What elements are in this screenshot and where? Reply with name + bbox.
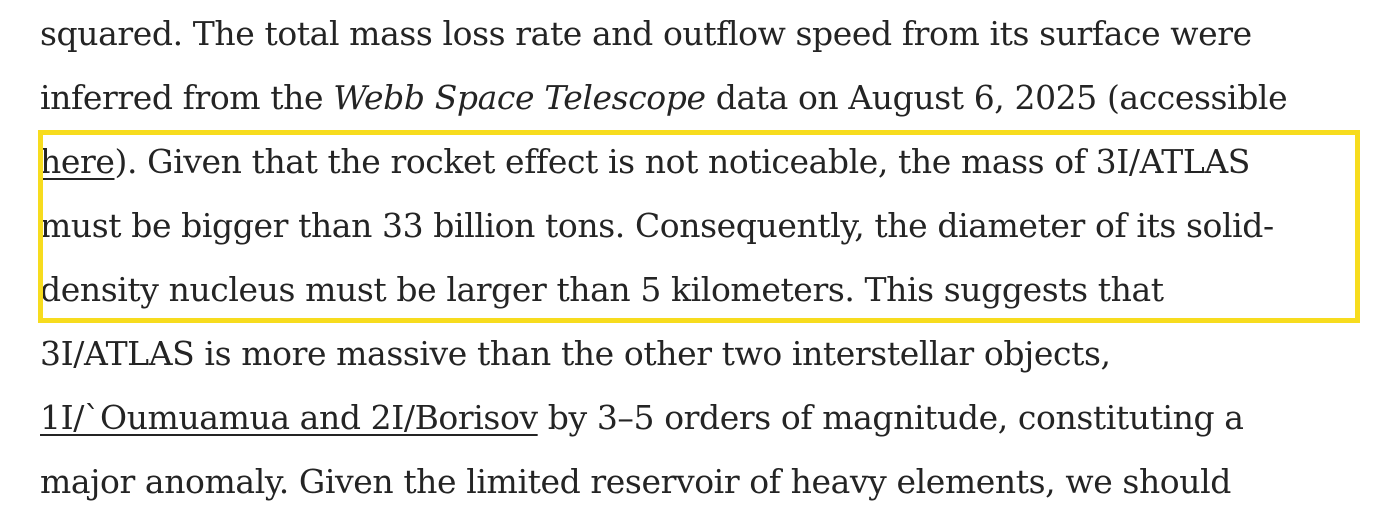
text-span: data on August 6, 2025 (accessible: [705, 78, 1288, 117]
text-line: 3I/ATLAS is more massive than the other …: [40, 322, 1370, 386]
interstellar-objects-link[interactable]: 1I/`Oumuamua and 2I/Borisov: [40, 398, 538, 437]
italic-telescope-name: Webb Space Telescope: [333, 78, 706, 117]
text-span: by 3–5 orders of magnitude, constituting…: [537, 398, 1244, 437]
text-span: squared. The total mass loss rate and ou…: [40, 14, 1252, 53]
text-span: inferred from the: [40, 78, 334, 117]
text-span: must be bigger than 33 billion tons. Con…: [40, 206, 1274, 245]
article-body: squared. The total mass loss rate and ou…: [40, 0, 1370, 514]
text-line: here). Given that the rocket effect is n…: [40, 130, 1370, 194]
here-link[interactable]: here: [40, 142, 115, 181]
text-span: major anomaly. Given the limited reservo…: [40, 462, 1232, 501]
text-line: major anomaly. Given the limited reservo…: [40, 450, 1370, 514]
text-span: ). Given that the rocket effect is not n…: [114, 142, 1251, 181]
text-line: squared. The total mass loss rate and ou…: [40, 2, 1370, 66]
text-line: inferred from the Webb Space Telescope d…: [40, 66, 1370, 130]
text-line: 1I/`Oumuamua and 2I/Borisov by 3–5 order…: [40, 386, 1370, 450]
text-span: 3I/ATLAS is more massive than the other …: [40, 334, 1111, 373]
text-line: density nucleus must be larger than 5 ki…: [40, 258, 1370, 322]
text-line: must be bigger than 33 billion tons. Con…: [40, 194, 1370, 258]
text-span: density nucleus must be larger than 5 ki…: [40, 270, 1164, 309]
